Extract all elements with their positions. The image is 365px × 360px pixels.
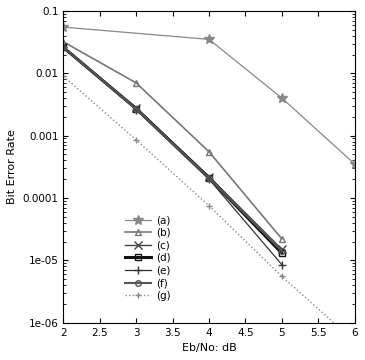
(a) xyxy=(207,37,211,41)
(a) xyxy=(61,25,66,29)
(b) xyxy=(61,40,66,44)
Line: (d): (d) xyxy=(61,45,285,256)
(b) xyxy=(207,150,211,154)
(g) xyxy=(353,339,357,343)
(f) xyxy=(134,107,138,111)
(a) xyxy=(280,96,284,100)
(d) xyxy=(61,45,66,50)
Line: (e): (e) xyxy=(59,43,286,269)
(e) xyxy=(207,177,211,181)
(c) xyxy=(134,105,138,110)
(g) xyxy=(207,204,211,208)
(d) xyxy=(134,107,138,111)
Line: (g): (g) xyxy=(60,73,358,345)
(c) xyxy=(280,247,284,252)
(c) xyxy=(61,45,66,50)
Line: (c): (c) xyxy=(59,43,286,253)
(e) xyxy=(134,108,138,112)
(f) xyxy=(280,249,284,253)
(c) xyxy=(207,175,211,179)
(f) xyxy=(207,176,211,180)
Line: (f): (f) xyxy=(61,45,285,254)
(a) xyxy=(353,162,357,166)
(f) xyxy=(61,45,66,50)
X-axis label: Eb/No: dB: Eb/No: dB xyxy=(182,343,237,353)
(g) xyxy=(61,74,66,78)
Legend: (a), (b), (c), (d), (e), (f), (g): (a), (b), (c), (d), (e), (f), (g) xyxy=(121,211,175,305)
Y-axis label: Bit Error Rate: Bit Error Rate xyxy=(7,129,17,204)
(e) xyxy=(61,45,66,50)
(b) xyxy=(134,81,138,85)
Line: (b): (b) xyxy=(60,38,285,242)
(e) xyxy=(280,262,284,267)
(g) xyxy=(134,138,138,142)
(d) xyxy=(207,176,211,180)
(d) xyxy=(280,251,284,255)
(b) xyxy=(280,237,284,241)
Line: (a): (a) xyxy=(58,22,360,169)
(g) xyxy=(280,274,284,279)
